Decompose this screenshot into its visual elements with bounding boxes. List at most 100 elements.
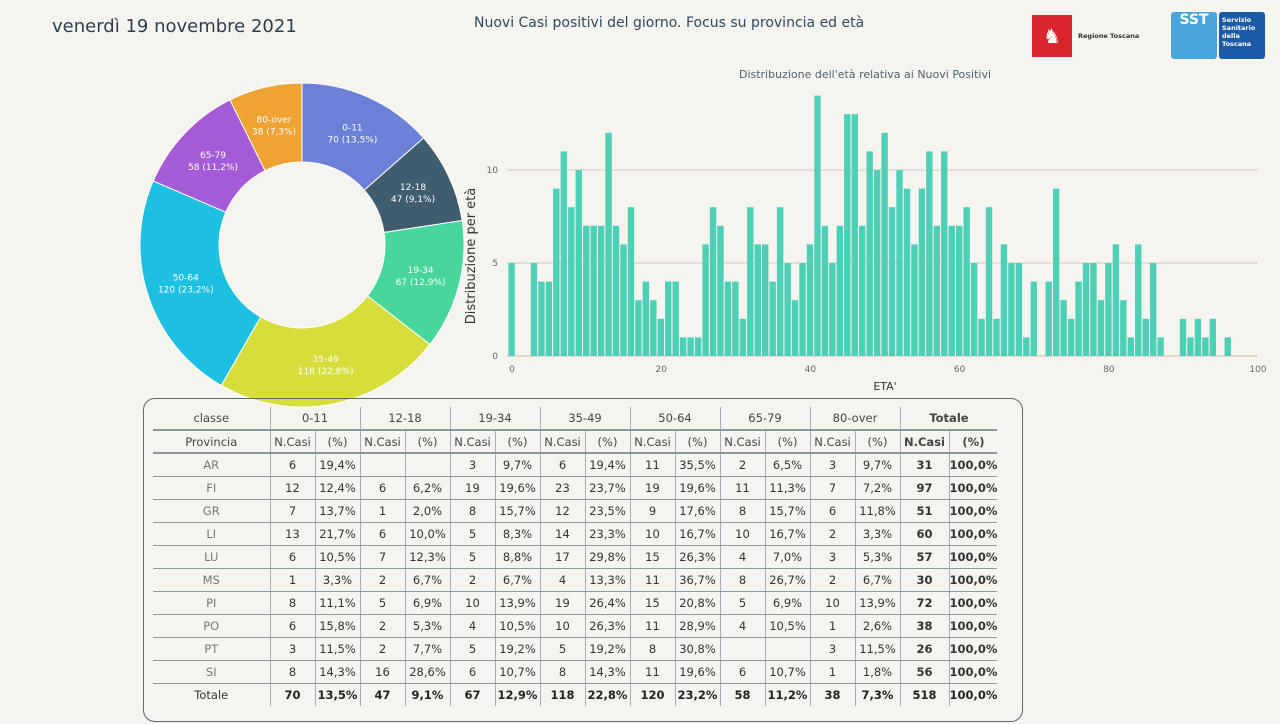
total-count-cell: 518: [900, 683, 950, 706]
count-cell: 7: [810, 476, 856, 500]
count-cell: 5: [450, 545, 496, 569]
donut-label: 12-18: [400, 183, 426, 193]
histogram-bar: [650, 300, 657, 356]
histogram-bar: [702, 244, 709, 356]
histogram-bar: [642, 281, 650, 356]
table-row: LU 6 10,5% 7 12,3% 5 8,8% 17 29,8% 15 26,3% 4 7,0% 3 5…: [153, 545, 998, 569]
pct-cell: 19,4%: [585, 453, 631, 477]
count-cell: 3: [810, 545, 856, 569]
pct-cell: 2,6%: [855, 614, 901, 638]
table-row: SI 8 14,3% 16 28,6% 6 10,7% 8 14,3% 11 19,6% 6 10,7%…: [153, 660, 998, 684]
header-group: 19-34: [450, 407, 541, 431]
pct-cell: 21,7%: [315, 522, 361, 546]
histogram-bar: [1179, 318, 1187, 356]
pct-cell: 29,8%: [585, 545, 631, 569]
histogram-bar: [1209, 318, 1217, 356]
pct-cell: [765, 637, 811, 661]
count-cell: 8: [450, 499, 496, 523]
count-cell: 4: [540, 568, 586, 592]
count-cell: 14: [540, 522, 586, 546]
y-tick-label: 0: [492, 352, 498, 362]
count-cell: 6: [540, 453, 586, 477]
pct-cell: 23,5%: [585, 499, 631, 523]
pct-cell: 17,6%: [675, 499, 721, 523]
pct-cell: 5,3%: [405, 614, 451, 638]
header-pct: (%): [585, 430, 631, 454]
histogram-bar: [1097, 300, 1105, 356]
histogram-bar: [545, 281, 553, 356]
histogram-bar: [941, 151, 948, 356]
pct-cell: 6,9%: [765, 591, 811, 615]
age-class-donut-chart: 0-11 70 (13,5%) 12-18 47 (9,1%) 19-34 67 (12,…: [139, 82, 465, 408]
histogram-bar: [717, 225, 724, 356]
table-row: GR 7 13,7% 1 2,0% 8 15,7% 12 23,5% 9 17,6% 8 15,7% 6 1…: [153, 499, 998, 523]
histogram-bar: [657, 318, 664, 356]
histogram-bar: [724, 281, 732, 356]
x-tick-label: 100: [1249, 365, 1266, 375]
count-cell: 6: [810, 499, 856, 523]
histogram-bar: [1224, 337, 1231, 356]
count-cell: 6: [450, 660, 496, 684]
histogram-bar: [791, 300, 799, 356]
count-cell: 10: [810, 591, 856, 615]
count-cell: 11: [630, 453, 676, 477]
pct-cell: 19,2%: [495, 637, 541, 661]
total-pct-cell: 7,3%: [855, 683, 901, 706]
histogram-bar: [933, 225, 941, 356]
count-cell: 19: [630, 476, 676, 500]
histogram-bar: [553, 188, 560, 356]
count-cell: 97: [900, 476, 950, 500]
count-cell: 10: [450, 591, 496, 615]
pct-cell: 13,9%: [855, 591, 901, 615]
count-cell: [720, 637, 766, 661]
count-cell: 12: [540, 499, 586, 523]
pct-cell: 11,8%: [855, 499, 901, 523]
pct-cell: 9,7%: [495, 453, 541, 477]
histogram-bar: [590, 225, 597, 356]
table-row: PO 6 15,8% 2 5,3% 4 10,5% 10 26,3% 11 28,9% 4 10,5% 1…: [153, 614, 998, 638]
header-n-casi: N.Casi: [630, 430, 676, 454]
header-pct: (%): [765, 430, 811, 454]
histogram-bar: [1060, 300, 1067, 356]
count-cell: 56: [900, 660, 950, 684]
pct-cell: 2,0%: [405, 499, 451, 523]
pct-cell: 19,6%: [675, 476, 721, 500]
pct-cell: 15,7%: [765, 499, 811, 523]
total-pct-cell: 9,1%: [405, 683, 451, 706]
header-classe: classe: [153, 407, 271, 431]
count-cell: 2: [450, 568, 496, 592]
count-cell: 6: [270, 614, 316, 638]
x-axis-label: ETA': [873, 380, 896, 393]
pct-cell: 100,0%: [949, 476, 998, 500]
pct-cell: 19,2%: [585, 637, 631, 661]
pct-cell: 7,0%: [765, 545, 811, 569]
header-group: 0-11: [270, 407, 361, 431]
count-cell: 2: [360, 614, 406, 638]
count-cell: 6: [720, 660, 766, 684]
header-provincia: Provincia: [153, 430, 271, 454]
donut-slice-35-49: [220, 295, 431, 408]
pct-cell: 11,5%: [315, 637, 361, 661]
count-cell: 19: [540, 591, 586, 615]
count-cell: 30: [900, 568, 950, 592]
histogram-bar: [665, 281, 672, 356]
total-count-cell: 120: [630, 683, 676, 706]
pct-cell: 100,0%: [949, 453, 998, 477]
pct-cell: 10,5%: [765, 614, 811, 638]
histogram-bar: [747, 207, 754, 356]
pct-cell: 19,4%: [315, 453, 361, 477]
count-cell: 6: [270, 545, 316, 569]
histogram-bar: [679, 337, 687, 356]
histogram-bar: [1142, 318, 1149, 356]
x-tick-label: 40: [805, 365, 817, 375]
count-cell: 31: [900, 453, 950, 477]
histogram-bar: [739, 318, 747, 356]
histogram-bar: [508, 263, 515, 356]
header-n-casi: N.Casi: [900, 430, 950, 454]
count-cell: 57: [900, 545, 950, 569]
total-count-cell: 118: [540, 683, 586, 706]
histogram-bar: [881, 132, 888, 356]
pct-cell: 19,6%: [495, 476, 541, 500]
count-cell: 6: [270, 453, 316, 477]
sst-logo-mark: SST: [1171, 12, 1217, 59]
